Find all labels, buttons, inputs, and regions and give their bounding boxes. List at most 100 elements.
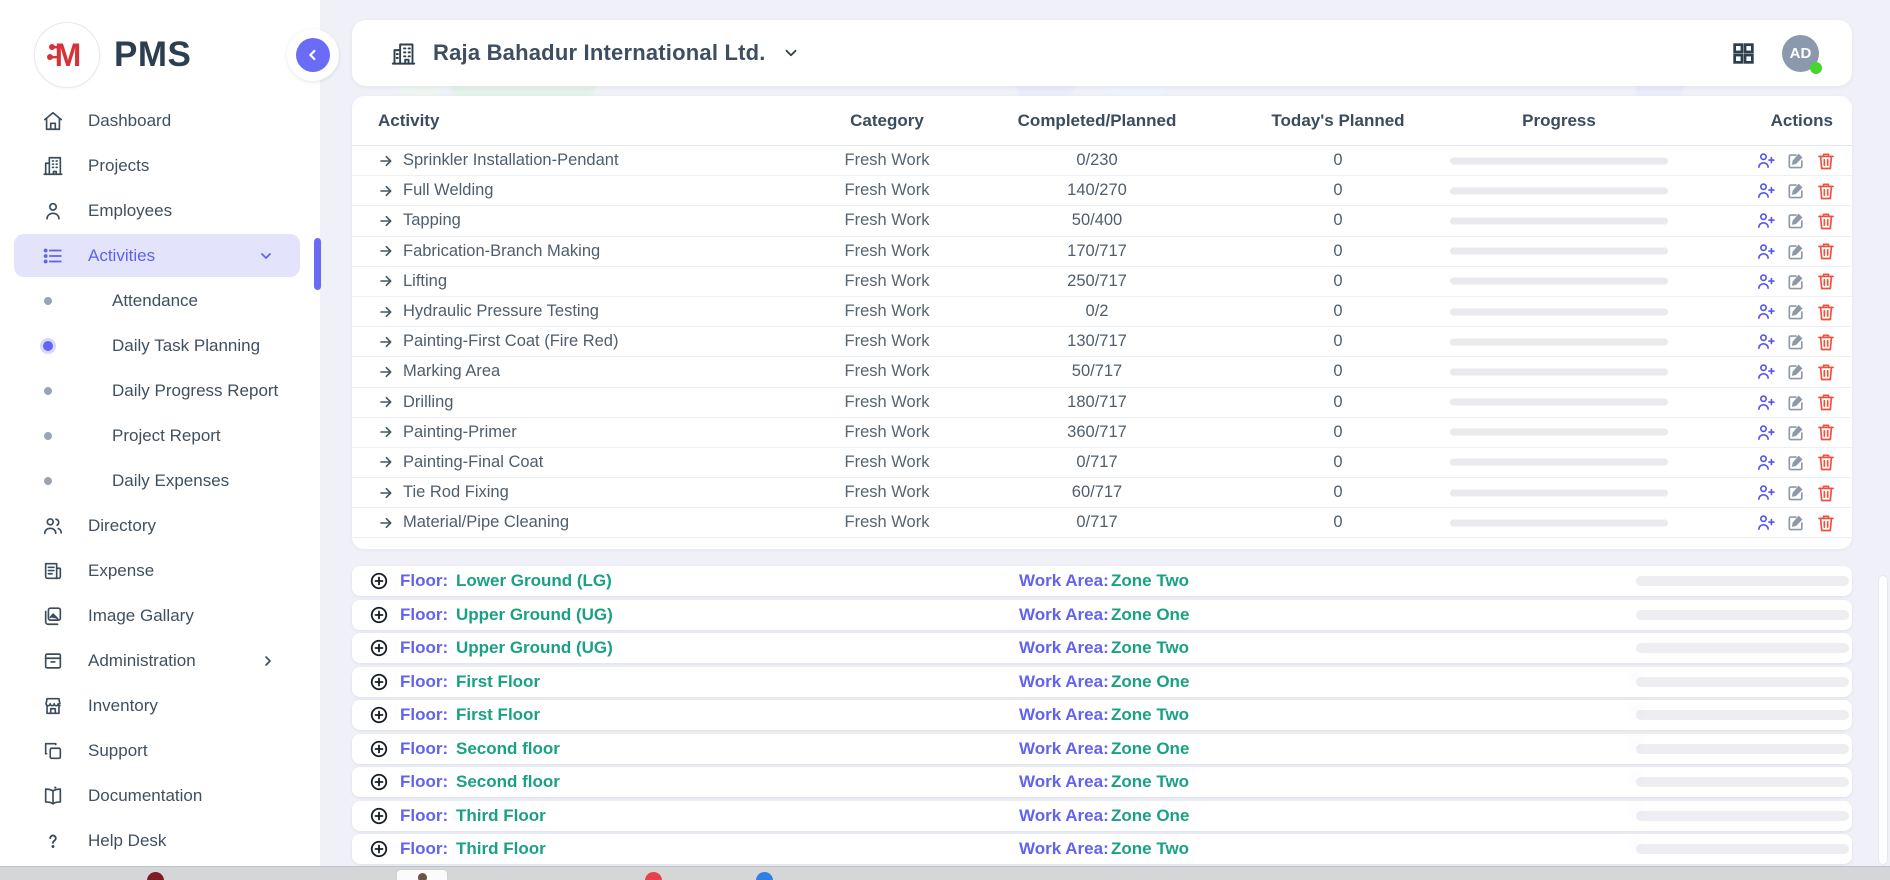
expand-plus-icon[interactable] bbox=[369, 839, 389, 859]
assign-user-button[interactable] bbox=[1756, 211, 1776, 231]
edit-button[interactable] bbox=[1786, 392, 1806, 412]
activity-cell[interactable]: Painting-First Coat (Fire Red) bbox=[378, 327, 618, 356]
expand-plus-icon[interactable] bbox=[369, 638, 389, 658]
edit-button[interactable] bbox=[1786, 302, 1806, 322]
edit-button[interactable] bbox=[1786, 241, 1806, 261]
activity-cell[interactable]: Painting-Final Coat bbox=[378, 448, 543, 477]
sidebar-collapse-button[interactable] bbox=[296, 38, 330, 72]
edit-button[interactable] bbox=[1786, 422, 1806, 442]
activity-cell[interactable]: Material/Pipe Cleaning bbox=[378, 508, 569, 537]
assign-user-button[interactable] bbox=[1756, 452, 1776, 472]
page-scrollbar-thumb[interactable] bbox=[1878, 575, 1888, 865]
assign-user-button[interactable] bbox=[1756, 241, 1776, 261]
sidebar-item-activities[interactable]: Activities bbox=[14, 234, 300, 277]
delete-button[interactable] bbox=[1816, 302, 1836, 322]
activity-cell[interactable]: Fabrication-Branch Making bbox=[378, 237, 600, 266]
assign-user-button[interactable] bbox=[1756, 181, 1776, 201]
activity-cell[interactable]: Hydraulic Pressure Testing bbox=[378, 297, 599, 326]
delete-button[interactable] bbox=[1816, 362, 1836, 382]
floor-row: Floor: Upper Ground (UG) Work Area: Zone On… bbox=[352, 599, 1852, 630]
sidebar-subitem-attendance[interactable]: Attendance bbox=[0, 278, 320, 323]
delete-button[interactable] bbox=[1816, 422, 1836, 442]
sidebar-subitem-project-report[interactable]: Project Report bbox=[0, 413, 320, 458]
sidebar-item-directory[interactable]: Directory bbox=[0, 503, 320, 548]
expand-plus-icon[interactable] bbox=[369, 739, 389, 759]
assign-user-button[interactable] bbox=[1756, 392, 1776, 412]
activity-cell[interactable]: Lifting bbox=[378, 267, 447, 296]
assign-user-button[interactable] bbox=[1756, 483, 1776, 503]
taskbar-icon[interactable] bbox=[645, 872, 662, 880]
todays-planned-cell: 0 bbox=[1333, 211, 1343, 230]
user-avatar[interactable]: AD bbox=[1782, 34, 1822, 74]
app-title: PMS bbox=[114, 35, 192, 74]
expand-plus-icon[interactable] bbox=[369, 605, 389, 625]
building-icon bbox=[40, 155, 66, 177]
edit-button[interactable] bbox=[1786, 452, 1806, 472]
delete-button[interactable] bbox=[1816, 241, 1836, 261]
assign-user-button[interactable] bbox=[1756, 302, 1776, 322]
sidebar-item-employees[interactable]: Employees bbox=[0, 188, 320, 233]
assign-user-button[interactable] bbox=[1756, 362, 1776, 382]
activity-cell[interactable]: Tapping bbox=[378, 206, 461, 235]
sidebar-item-support[interactable]: Support bbox=[0, 728, 320, 773]
sidebar-item-inventory[interactable]: Inventory bbox=[0, 683, 320, 728]
activity-cell[interactable]: Marking Area bbox=[378, 357, 500, 386]
apps-grid-icon[interactable] bbox=[1731, 41, 1756, 66]
progress-bar bbox=[1450, 519, 1668, 527]
taskbar-icon[interactable] bbox=[147, 872, 164, 880]
edit-button[interactable] bbox=[1786, 513, 1806, 533]
delete-button[interactable] bbox=[1816, 151, 1836, 171]
sidebar-item-administration[interactable]: Administration bbox=[0, 638, 320, 683]
edit-button[interactable] bbox=[1786, 483, 1806, 503]
delete-button[interactable] bbox=[1816, 392, 1836, 412]
sidebar-subitem-daily-progress-report[interactable]: Daily Progress Report bbox=[0, 368, 320, 413]
sidebar-item-projects[interactable]: Projects bbox=[0, 143, 320, 188]
delete-button[interactable] bbox=[1816, 181, 1836, 201]
delete-button[interactable] bbox=[1816, 513, 1836, 533]
taskbar-app-button[interactable] bbox=[396, 869, 448, 880]
taskbar-icon[interactable] bbox=[756, 872, 773, 880]
sidebar-item-documentation[interactable]: Documentation bbox=[0, 773, 320, 818]
activity-cell[interactable]: Tie Rod Fixing bbox=[378, 478, 509, 507]
expand-plus-icon[interactable] bbox=[369, 806, 389, 826]
sidebar-subitem-daily-expenses[interactable]: Daily Expenses bbox=[0, 458, 320, 503]
company-selector-label[interactable]: Raja Bahadur International Ltd. bbox=[433, 40, 766, 65]
edit-button[interactable] bbox=[1786, 211, 1806, 231]
chevron-down-icon[interactable] bbox=[782, 44, 800, 62]
sidebar-item-image-gallary[interactable]: Image Gallary bbox=[0, 593, 320, 638]
delete-button[interactable] bbox=[1816, 271, 1836, 291]
header-actions: AD bbox=[1731, 34, 1822, 74]
assign-user-button[interactable] bbox=[1756, 151, 1776, 171]
activity-cell[interactable]: Painting-Primer bbox=[378, 418, 517, 447]
edit-button[interactable] bbox=[1786, 151, 1806, 171]
edit-button[interactable] bbox=[1786, 332, 1806, 352]
delete-button[interactable] bbox=[1816, 211, 1836, 231]
floor-value: Lower Ground (LG) bbox=[456, 571, 612, 590]
expand-plus-icon[interactable] bbox=[369, 772, 389, 792]
activity-cell[interactable]: Sprinkler Installation-Pendant bbox=[378, 146, 619, 175]
expand-plus-icon[interactable] bbox=[369, 705, 389, 725]
edit-button[interactable] bbox=[1786, 362, 1806, 382]
expand-plus-icon[interactable] bbox=[369, 672, 389, 692]
progress-bar bbox=[1450, 217, 1668, 225]
edit-button[interactable] bbox=[1786, 271, 1806, 291]
edit-button[interactable] bbox=[1786, 181, 1806, 201]
assign-user-button[interactable] bbox=[1756, 271, 1776, 291]
sidebar-scrollbar-thumb[interactable] bbox=[314, 238, 321, 290]
assign-user-button[interactable] bbox=[1756, 422, 1776, 442]
expand-plus-icon[interactable] bbox=[369, 571, 389, 591]
assign-user-button[interactable] bbox=[1756, 513, 1776, 533]
arrow-right-icon bbox=[378, 334, 394, 350]
delete-button[interactable] bbox=[1816, 483, 1836, 503]
sidebar-item-help-desk[interactable]: Help Desk bbox=[0, 818, 320, 863]
sidebar-subitem-daily-task-planning[interactable]: Daily Task Planning bbox=[0, 323, 320, 368]
sidebar-subitem-label: Attendance bbox=[112, 290, 199, 310]
assign-user-button[interactable] bbox=[1756, 332, 1776, 352]
row-actions bbox=[1756, 237, 1836, 266]
sidebar-item-dashboard[interactable]: Dashboard bbox=[0, 98, 320, 143]
activity-cell[interactable]: Drilling bbox=[378, 388, 453, 417]
activity-cell[interactable]: Full Welding bbox=[378, 176, 493, 205]
sidebar-item-expense[interactable]: Expense bbox=[0, 548, 320, 593]
delete-button[interactable] bbox=[1816, 332, 1836, 352]
delete-button[interactable] bbox=[1816, 452, 1836, 472]
